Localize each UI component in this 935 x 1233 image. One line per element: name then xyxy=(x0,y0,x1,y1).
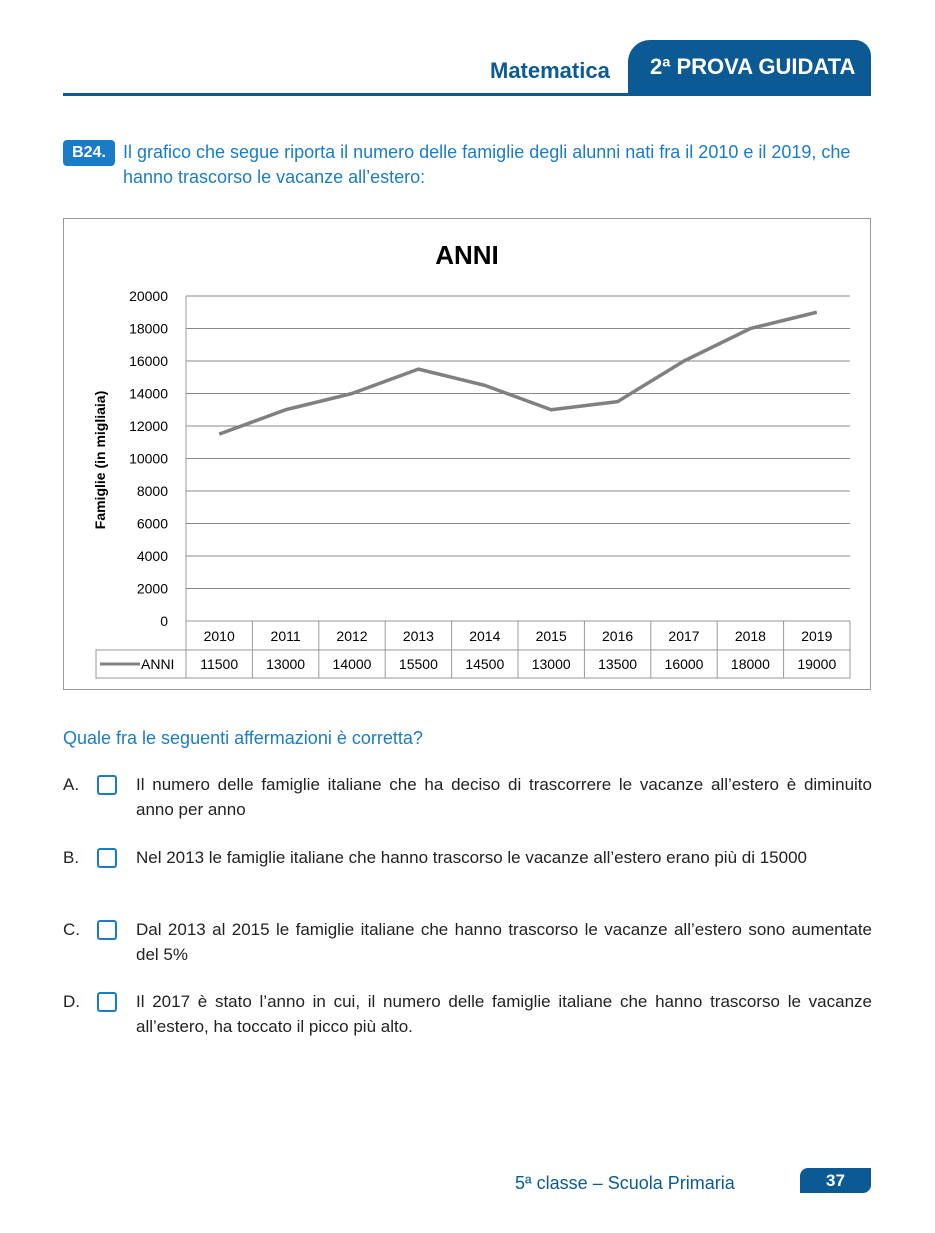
y-tick-label: 8000 xyxy=(137,483,168,499)
chart-frame xyxy=(63,218,871,690)
y-axis-label: Famiglie (in migliaia) xyxy=(92,391,108,529)
question-text: Il grafico che segue riporta il numero d… xyxy=(123,142,851,187)
x-tick-label: 2014 xyxy=(469,628,500,644)
x-tick-label: 2013 xyxy=(403,628,434,644)
option-text: Il 2017 è stato l’anno in cui, il numero… xyxy=(136,992,872,1036)
data-table-value: 13000 xyxy=(266,656,305,672)
data-table-value: 13500 xyxy=(598,656,637,672)
option-letter: C. xyxy=(63,920,80,939)
y-tick-label: 12000 xyxy=(129,418,168,434)
y-tick-label: 2000 xyxy=(137,581,168,597)
y-tick-label: 10000 xyxy=(129,451,168,467)
x-tick-label: 2015 xyxy=(536,628,567,644)
y-tick-label: 14000 xyxy=(129,386,168,402)
series-line xyxy=(218,310,818,436)
x-tick-label: 2011 xyxy=(271,628,301,644)
y-tick-label: 20000 xyxy=(129,288,168,304)
page-number: 37 xyxy=(800,1168,871,1193)
legend-label: ANNI xyxy=(141,656,174,672)
option-letter: D. xyxy=(63,992,80,1011)
option-checkbox[interactable] xyxy=(97,775,117,795)
question-number: B24. xyxy=(63,140,115,166)
option-letter: B. xyxy=(63,848,80,867)
y-tick-label: 16000 xyxy=(129,353,168,369)
option-checkbox[interactable] xyxy=(97,920,117,940)
x-tick-label: 2012 xyxy=(336,628,367,644)
data-table-value: 18000 xyxy=(731,656,770,672)
x-tick-label: 2019 xyxy=(801,628,832,644)
option-checkbox[interactable] xyxy=(97,848,117,868)
data-table-value: 19000 xyxy=(797,656,836,672)
subject-title: Matematica xyxy=(490,58,610,83)
data-table-value: 16000 xyxy=(665,656,704,672)
option-text: Nel 2013 le famiglie italiane che hanno … xyxy=(136,848,807,867)
option-letter: A. xyxy=(63,775,80,794)
option-text: Dal 2013 al 2015 le famiglie italiane ch… xyxy=(136,920,872,964)
data-table-value: 15500 xyxy=(399,656,438,672)
x-tick-label: 2016 xyxy=(602,628,633,644)
data-table-value: 13000 xyxy=(532,656,571,672)
option-text: Il numero delle famiglie italiane che ha… xyxy=(136,775,872,819)
data-table-value: 11500 xyxy=(200,656,238,672)
line-chart: ANNI 0 2000 4000 6000 8000 10000 12000 14000 1600… xyxy=(92,240,851,679)
data-table-value: 14000 xyxy=(333,656,372,672)
y-tick-label: 4000 xyxy=(137,548,168,564)
data-table-value: 14500 xyxy=(465,656,504,672)
test-tab: 2ª PROVA GUIDATA xyxy=(628,40,871,96)
test-tab-label: 2ª PROVA GUIDATA xyxy=(650,54,856,79)
y-tick-label: 6000 xyxy=(137,516,168,532)
x-tick-label: 2010 xyxy=(204,628,235,644)
chart-title: ANNI xyxy=(435,240,499,270)
question-prompt: Quale fra le seguenti affermazioni è cor… xyxy=(63,728,423,748)
y-tick-label: 18000 xyxy=(129,321,168,337)
footer-text: 5ª classe – Scuola Primaria xyxy=(515,1173,735,1193)
option-checkbox[interactable] xyxy=(97,992,117,1012)
x-tick-label: 2018 xyxy=(735,628,766,644)
x-tick-label: 2017 xyxy=(668,628,699,644)
y-tick-label: 0 xyxy=(160,613,168,629)
header-divider xyxy=(63,93,871,96)
